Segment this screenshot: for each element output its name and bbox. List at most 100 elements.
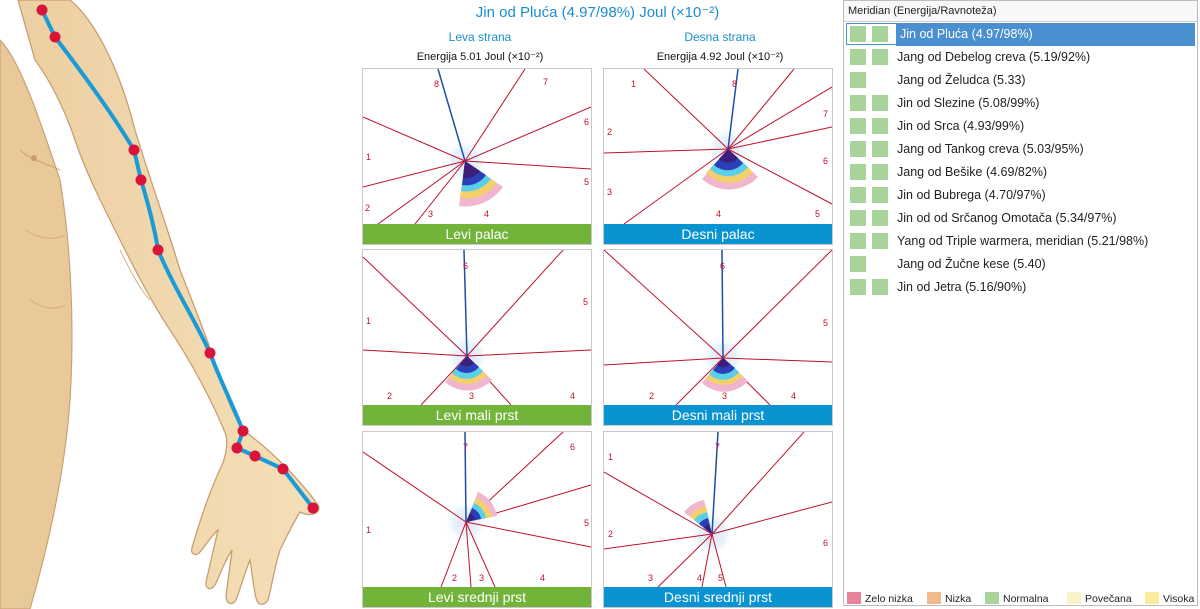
meridian-item[interactable]: Jin od Srca (4.93/99%) [844,115,1197,138]
sector-number: 6 [570,442,575,452]
panel-caption: Desni mali prst [604,405,832,425]
sector-number: 7 [463,442,468,452]
meridian-item-label: Jin od Srca (4.93/99%) [897,119,1025,133]
sector-number: 2 [452,573,457,583]
panel-caption: Levi srednji prst [363,587,591,607]
panel-left-little-finger[interactable]: 6 5 1 2 3 4 Levi mali prst [362,249,592,426]
sector-number: 6 [584,117,589,127]
energy-status-square [850,164,866,180]
legend-swatch [847,592,861,604]
sector-number: 3 [479,573,484,583]
energy-status-square [850,118,866,134]
sector-number: 1 [366,152,371,162]
balance-status-square [872,279,888,295]
meridian-item[interactable]: Jang od Bešike (4.69/82%) [844,161,1197,184]
panel-caption: Desni palac [604,224,832,244]
sector-diagram: 1 8 2 7 6 3 4 5 [604,69,832,224]
legend-swatch [1145,592,1159,604]
balance-status-square [872,49,888,65]
energy-status-square [850,26,866,42]
sector-number: 5 [823,318,828,328]
sector-number: 4 [716,209,721,219]
meridian-rows: Jin od Pluća (4.97/98%) Jang od Debelog … [844,22,1197,299]
energy-status-square [850,233,866,249]
meridian-item-label: Jin od Bubrega (4.70/97%) [897,188,1046,202]
legend-swatch [1067,592,1081,604]
energy-status-square [850,256,866,272]
meridian-item-label: Jang od Želudca (5.33) [897,73,1026,87]
meridian-item-label: Jang od Debelog creva (5.19/92%) [897,50,1091,64]
panel-caption: Levi mali prst [363,405,591,425]
sector-number: 6 [823,156,828,166]
energy-status-square [850,141,866,157]
panel-caption: Desni srednji prst [604,587,832,607]
sector-number: 4 [791,391,796,401]
sector-diagram: 8 7 6 5 4 3 2 1 [363,69,591,224]
balance-status-square [872,141,888,157]
sector-number: 8 [732,79,737,89]
meridian-item[interactable]: Jang od Želudca (5.33) [844,69,1197,92]
panel-left-middle-finger[interactable]: 7 6 5 1 2 3 4 Levi srednji prst [362,431,592,608]
sector-number: 4 [697,573,702,583]
left-energy-label: Energija 5.01 Joul (×10⁻²) [416,51,544,63]
legend-swatch [927,592,941,604]
legend-swatch [985,592,999,604]
meridian-item[interactable]: Jang od Debelog creva (5.19/92%) [844,46,1197,69]
sector-number: 3 [428,209,433,219]
meridian-item-label: Jang od Žučne kese (5.40) [897,257,1046,271]
sector-number: 7 [715,442,720,452]
energy-status-square [850,49,866,65]
panel-caption: Levi palac [363,224,591,244]
meridian-item-label: Jin od Jetra (5.16/90%) [897,280,1027,294]
sector-number: 4 [484,209,489,219]
meridian-item[interactable]: Jang od Žučne kese (5.40) [844,253,1197,276]
energy-status-square [850,95,866,111]
meridian-list-header: Meridian (Energija/Ravnoteža) [844,1,1197,22]
meridian-item[interactable]: Jin od Jetra (5.16/90%) [844,276,1197,299]
sector-number: 2 [387,391,392,401]
sector-number: 5 [584,518,589,528]
sector-number: 1 [608,452,613,462]
panel-right-middle-finger[interactable]: 1 7 2 6 3 4 5 Desni srednji prst [603,431,833,608]
balance-status-square [872,164,888,180]
meridian-item[interactable]: Jin od od Srčanog Omotača (5.34/97%) [844,207,1197,230]
sector-number: 7 [823,109,828,119]
sector-number: 8 [434,79,439,89]
meridian-item-label: Jang od Tankog creva (5.03/95%) [897,142,1084,156]
sector-number: 3 [607,187,612,197]
legend-item: Povečana [1067,592,1132,605]
right-side-label: Desna strana [684,30,756,44]
legend-item: Normalna [985,592,1049,605]
panel-right-thumb[interactable]: 1 8 2 7 6 3 4 5 Desni palac [603,68,833,245]
sector-number: 2 [649,391,654,401]
sector-number: 4 [570,391,575,401]
sector-number: 3 [469,391,474,401]
meridian-item[interactable]: Jang od Tankog creva (5.03/95%) [844,138,1197,161]
panel-right-little-finger[interactable]: 6 5 2 3 4 Desni mali prst [603,249,833,426]
sector-number: 2 [365,203,370,213]
sector-number: 1 [366,525,371,535]
sector-diagram: 6 5 1 2 3 4 [363,250,591,405]
sector-number: 4 [540,573,545,583]
meridian-title: Jin od Pluća (4.97/98%) Joul (×10⁻²) [475,4,720,21]
sector-number: 1 [366,316,371,326]
meridian-item-label: Jin od od Srčanog Omotača (5.34/97%) [897,211,1117,225]
panel-left-thumb[interactable]: 8 7 6 5 4 3 2 1 Levi palac [362,68,592,245]
energy-status-square [850,210,866,226]
legend-item: Visoka [1145,592,1194,605]
balance-status-square [872,118,888,134]
sector-diagram: 1 7 2 6 3 4 5 [604,432,832,587]
sector-number: 6 [463,261,468,271]
meridian-list[interactable]: Meridian (Energija/Ravnoteža) Jin od Plu… [843,0,1198,606]
sector-number: 6 [720,261,725,271]
legend-item: Nizka [927,592,971,605]
sector-number: 2 [608,529,613,539]
meridian-item[interactable]: Jin od Slezine (5.08/99%) [844,92,1197,115]
sector-number: 6 [823,538,828,548]
sector-diagram: 7 6 5 1 2 3 4 [363,432,591,587]
meridian-item[interactable]: Yang od Triple warmera, meridian (5.21/9… [844,230,1197,253]
arm-illustration [0,0,320,609]
left-side-label: Leva strana [448,30,512,44]
meridian-item[interactable]: Jin od Bubrega (4.70/97%) [844,184,1197,207]
meridian-item[interactable]: Jin od Pluća (4.97/98%) [844,23,1197,46]
